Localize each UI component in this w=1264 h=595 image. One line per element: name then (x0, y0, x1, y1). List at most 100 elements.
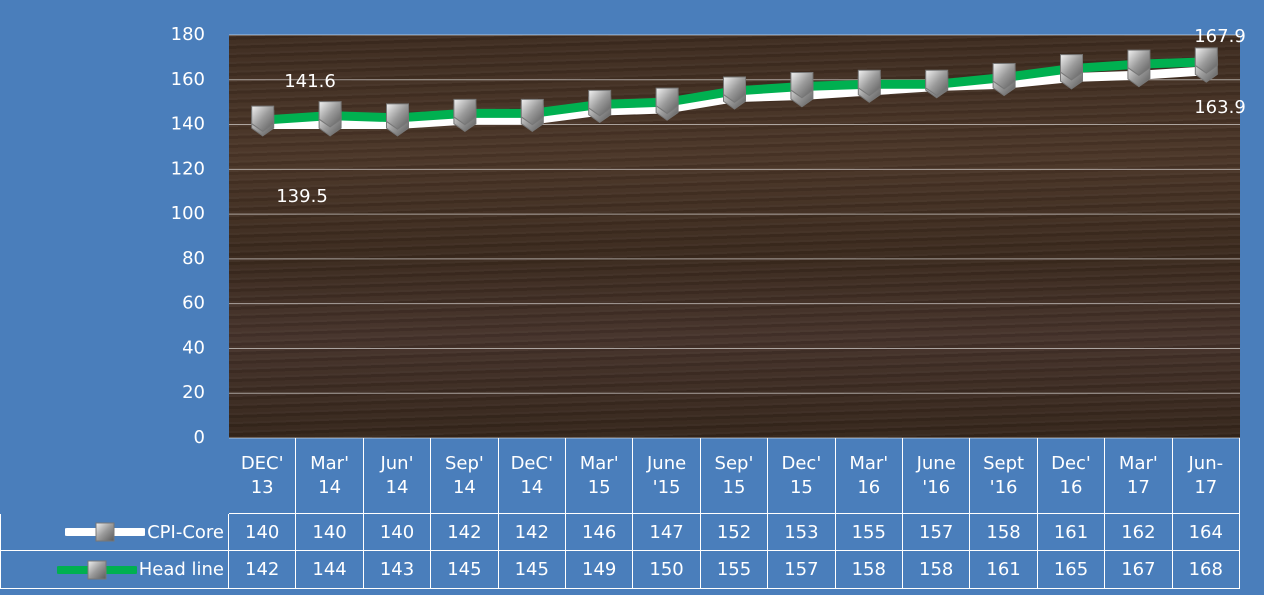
value-cell: 157 (768, 551, 836, 589)
legend-cell: CPI-Core (0, 514, 229, 551)
value-cell: 140 (296, 514, 364, 551)
y-tick-label: 80 (182, 248, 205, 269)
value-cell: 155 (835, 514, 903, 551)
y-tick-label: 40 (182, 337, 205, 358)
value-cell: 165 (1037, 551, 1106, 589)
value-cell: 153 (768, 514, 836, 551)
category-cell: Dec' 16 (1037, 438, 1106, 514)
x-tick-label: Jun- 17 (1188, 452, 1224, 498)
category-cell: Sept '16 (970, 438, 1038, 514)
x-tick-label: Mar' 16 (849, 452, 889, 498)
y-tick-label: 0 (194, 427, 205, 448)
legend-label: Head line (138, 559, 224, 580)
x-tick-label: DEC' 13 (240, 452, 284, 498)
marker (790, 71, 814, 99)
value-cell: 149 (566, 551, 634, 589)
category-cell: Mar' 15 (566, 438, 634, 514)
value-cell: 161 (1037, 514, 1106, 551)
value-cell: 158 (835, 551, 903, 589)
category-cell: Mar' 16 (835, 438, 903, 514)
x-tick-label: Jun' 14 (380, 452, 414, 498)
value-cell: 142 (431, 514, 499, 551)
value-cell: 158 (903, 551, 971, 589)
category-cell: Sep' 14 (431, 438, 499, 514)
x-tick-label: Dec' 15 (781, 452, 822, 498)
value-cell: 140 (229, 514, 297, 551)
category-cell: Sep' 15 (700, 438, 769, 514)
value-cell: 157 (903, 514, 971, 551)
legend-label: CPI-Core (147, 521, 224, 543)
marker (453, 98, 477, 126)
marker (857, 69, 881, 97)
value-cell: 143 (363, 551, 432, 589)
category-cell: Jun- 17 (1172, 438, 1240, 514)
x-tick-label: Dec' 16 (1051, 452, 1091, 498)
value-cell: 155 (700, 551, 769, 589)
marker (655, 87, 679, 115)
value-cell: 140 (363, 514, 432, 551)
value-cell: 146 (566, 514, 634, 551)
y-tick-label: 160 (171, 69, 205, 90)
category-cell: Dec' 15 (768, 438, 836, 514)
category-cell: DeC' 14 (498, 438, 566, 514)
marker (925, 69, 949, 97)
value-cell: 145 (498, 551, 566, 589)
marker (1060, 54, 1083, 81)
annotation: 167.9 (1194, 26, 1246, 47)
value-cell: 158 (970, 514, 1038, 551)
marker (588, 89, 612, 117)
x-tick-label: Sep' 14 (444, 452, 484, 498)
value-cell: 147 (633, 514, 701, 551)
marker (386, 103, 409, 130)
y-tick-label: 140 (171, 114, 205, 135)
x-tick-label: Sept '16 (983, 452, 1025, 498)
y-tick-label: 100 (171, 203, 205, 224)
value-cell: 142 (498, 514, 566, 551)
x-tick-label: June '15 (646, 452, 687, 498)
category-cell: Mar' 14 (296, 438, 364, 514)
x-tick-label: Mar' 14 (310, 452, 350, 498)
annotation: 163.9 (1194, 97, 1246, 118)
category-cell: June '15 (633, 438, 701, 514)
x-tick-label: Mar' 17 (1118, 452, 1158, 498)
category-cell: June '16 (903, 438, 971, 514)
blank (0, 438, 229, 514)
value-cell: 145 (431, 551, 499, 589)
value-cell: 152 (700, 514, 769, 551)
legend-symbol (56, 560, 137, 579)
value-cell: 168 (1172, 551, 1240, 589)
y-tick-label: 60 (182, 293, 205, 314)
marker (251, 105, 275, 132)
category-cell: Mar' 17 (1105, 438, 1173, 514)
category-cell: DEC' 13 (229, 438, 297, 514)
value-cell: 162 (1105, 514, 1173, 551)
legend-marker (95, 522, 115, 542)
marker (992, 63, 1016, 90)
value-cell: 144 (296, 551, 364, 589)
y-tick-label: 120 (171, 158, 205, 179)
marker (520, 98, 544, 126)
y-tick-label: 180 (171, 24, 205, 45)
annotation: 141.6 (284, 71, 336, 92)
y-tick-label: 20 (182, 382, 205, 403)
x-tick-label: DeC' 14 (510, 452, 554, 498)
value-cell: 142 (229, 551, 297, 589)
x-tick-label: June '16 (916, 452, 956, 498)
x-tick-label: Mar' 15 (579, 452, 619, 498)
value-cell: 167 (1105, 551, 1173, 589)
legend-symbol (65, 522, 146, 542)
marker (1127, 49, 1151, 77)
annotation: 139.5 (276, 186, 328, 207)
value-cell: 150 (633, 551, 701, 589)
value-cell: 161 (970, 551, 1038, 589)
marker (1194, 47, 1218, 74)
marker (723, 76, 746, 103)
data-table: DEC' 13 Mar' 14 Jun' 14 Sep' 14 DeC' 14 Mar' … (0, 438, 1240, 589)
x-tick-label: Sep' 15 (714, 452, 754, 498)
legend-marker (87, 560, 107, 579)
category-cell: Jun' 14 (363, 438, 432, 514)
marker (318, 101, 342, 128)
legend-cell: Head line (0, 551, 229, 589)
